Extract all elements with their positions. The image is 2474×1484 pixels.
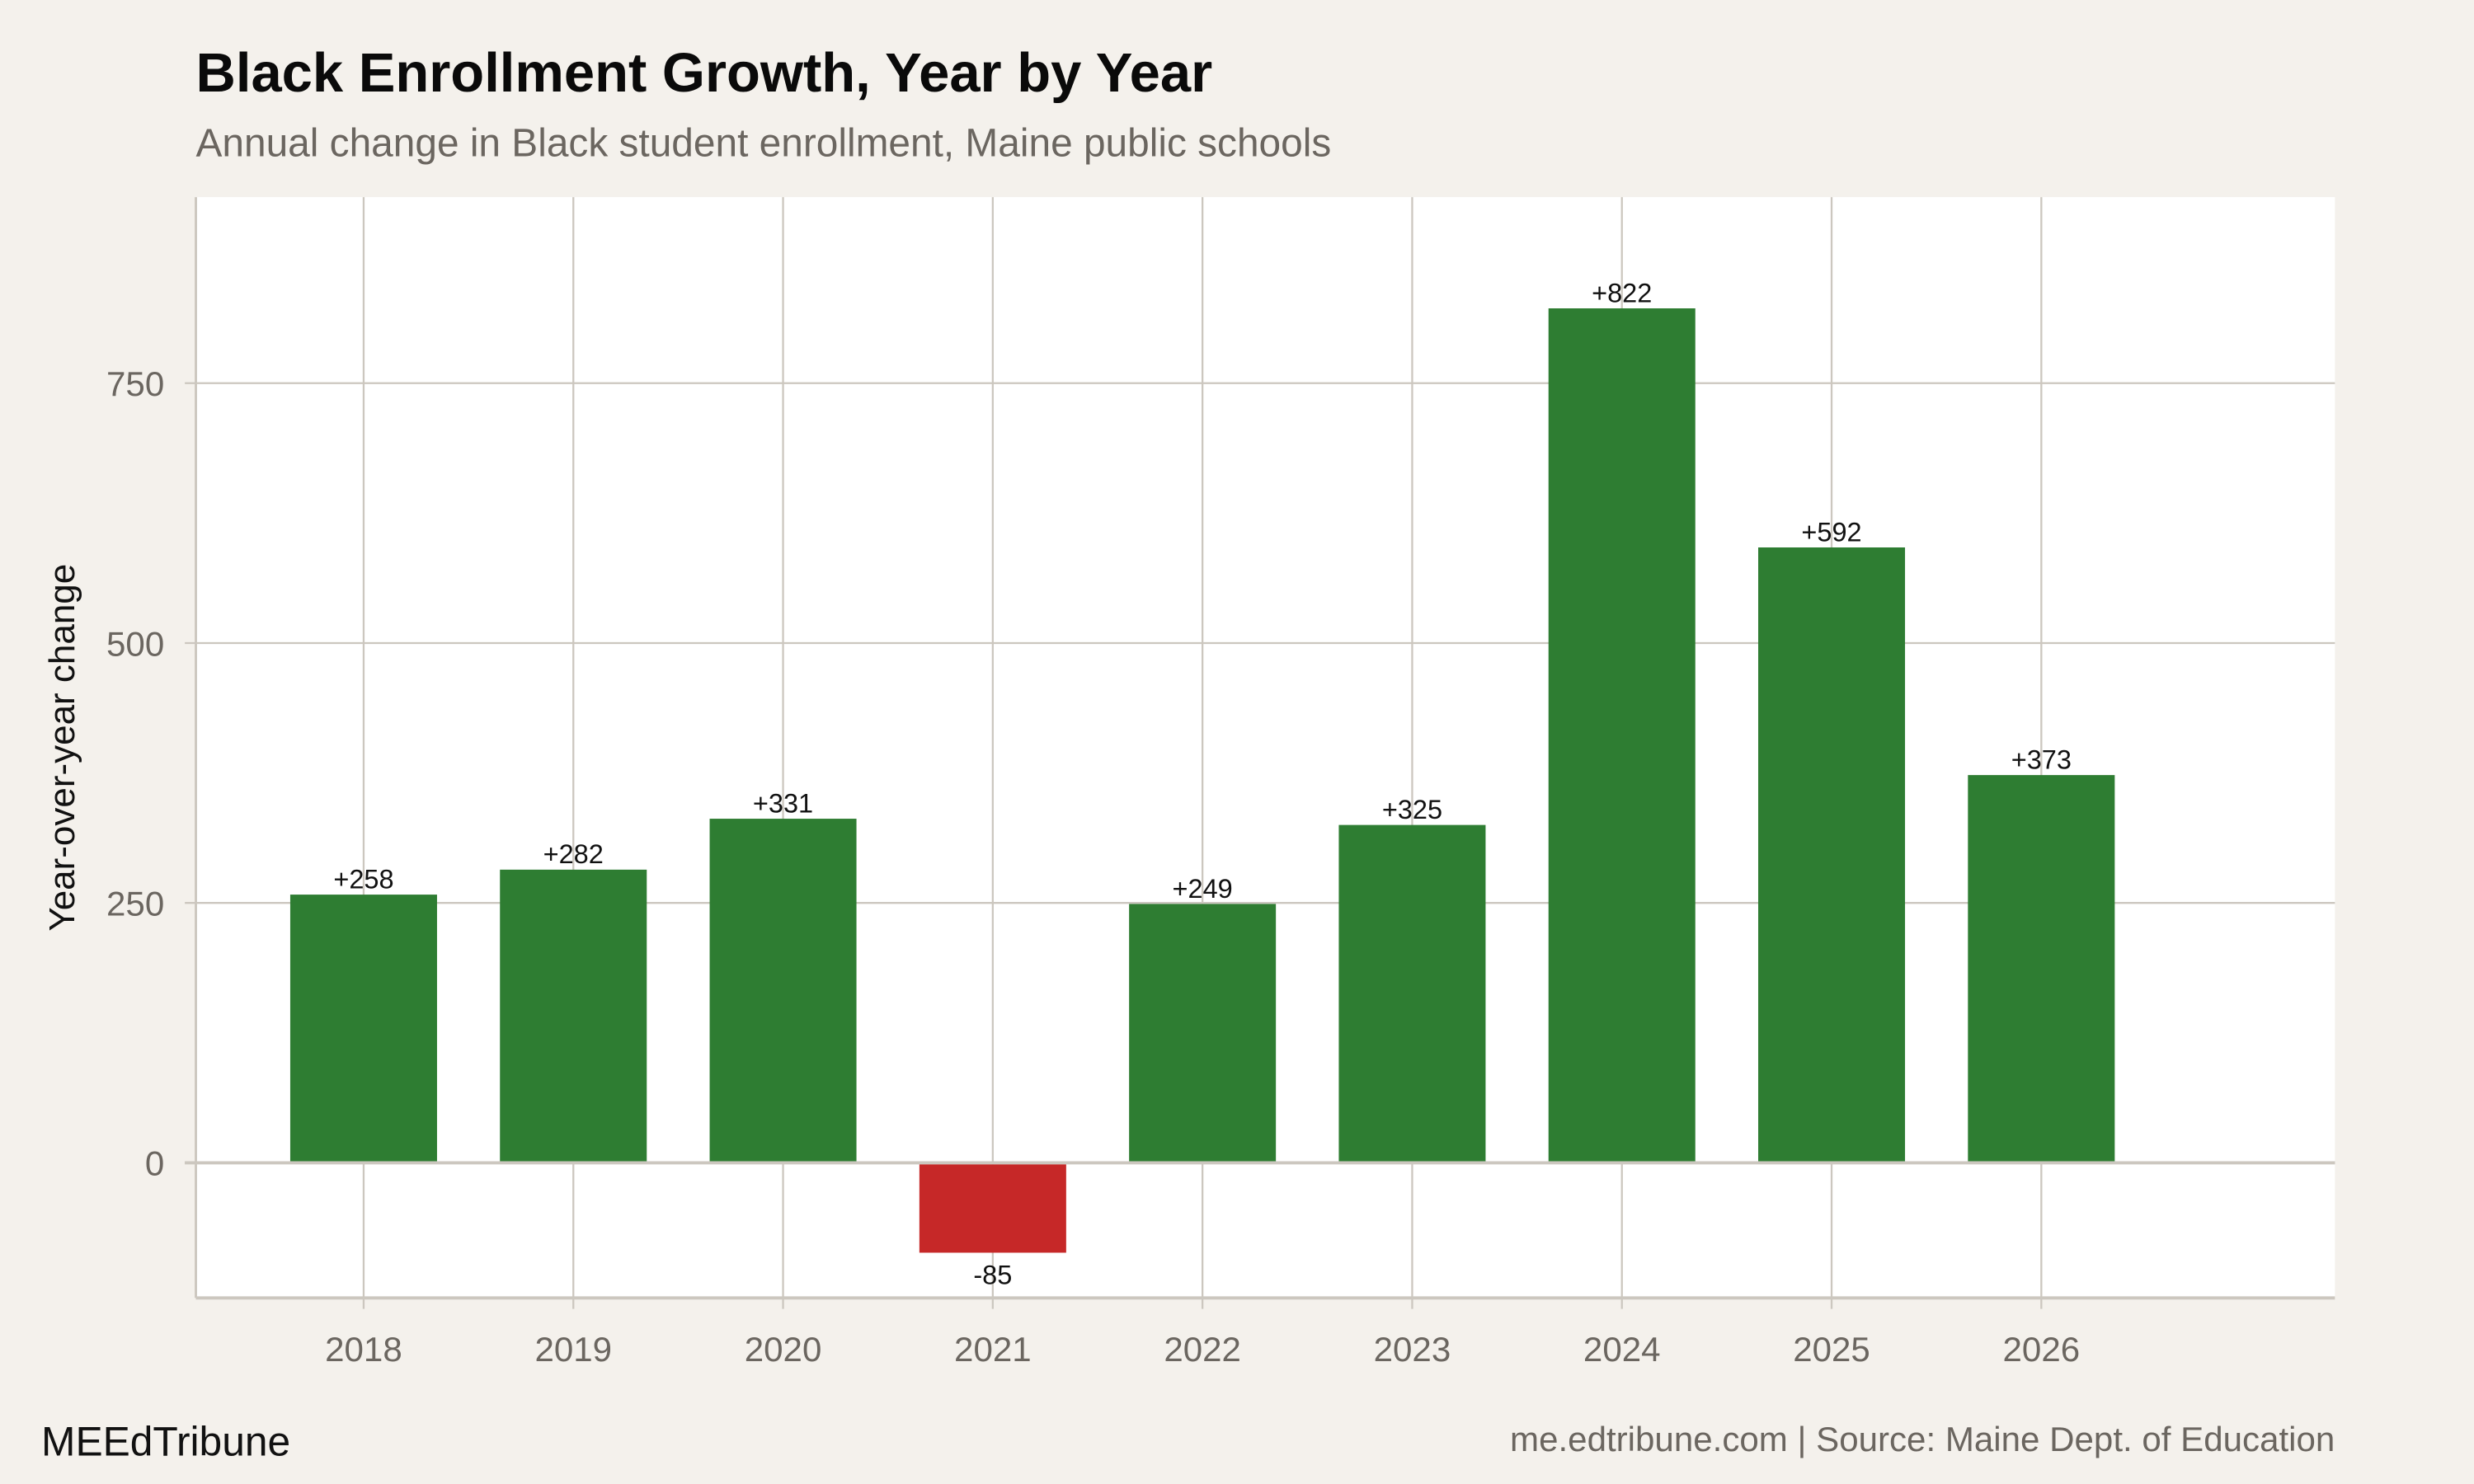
source-caption: me.edtribune.com | Source: Maine Dept. o… [1510, 1420, 2335, 1458]
brand-logo-text: MEEdTribune [41, 1419, 290, 1465]
y-tick-label: 750 [106, 364, 164, 403]
bars [289, 308, 2115, 1253]
data-label-2018: +258 [333, 864, 393, 894]
bar-2019 [500, 869, 647, 1163]
bar-2026 [1968, 775, 2115, 1163]
data-label-2026: +373 [2011, 744, 2072, 774]
x-tick-label: 2018 [325, 1330, 402, 1369]
data-label-2021: -85 [973, 1261, 1012, 1290]
chart-title: Black Enrollment Growth, Year by Year [196, 42, 1213, 104]
x-tick-label: 2022 [1164, 1330, 1241, 1369]
data-label-2019: +282 [543, 839, 604, 869]
bar-2022 [1129, 904, 1277, 1163]
bar-2020 [709, 819, 857, 1163]
x-tick-label: 2023 [1374, 1330, 1451, 1369]
y-tick-label: 0 [145, 1144, 164, 1183]
data-label-2022: +249 [1173, 874, 1233, 904]
y-tick-label: 500 [106, 624, 164, 663]
bar-2023 [1338, 824, 1486, 1163]
data-label-2025: +592 [1801, 517, 1861, 547]
x-tick-label: 2026 [2003, 1330, 2081, 1369]
x-tick-label: 2025 [1793, 1330, 1870, 1369]
bar-2024 [1548, 308, 1696, 1163]
data-label-2020: +331 [753, 788, 813, 818]
y-tick-label: 250 [106, 884, 164, 923]
y-axis-label: Year-over-year change [42, 564, 82, 932]
axes: 0 250 500 750 2018 2019 2020 2021 2022 2023 2024 20… [106, 197, 2335, 1369]
bar-2025 [1758, 547, 1906, 1163]
chart-subtitle: Annual change in Black student enrollmen… [196, 121, 1332, 165]
x-tick-label: 2021 [954, 1330, 1032, 1369]
data-label-2024: +822 [1592, 278, 1652, 308]
x-tick-label: 2019 [534, 1330, 612, 1369]
x-tick-label: 2024 [1583, 1330, 1661, 1369]
x-tick-label: 2020 [745, 1330, 822, 1369]
bar-2018 [289, 895, 437, 1163]
data-label-2023: +325 [1382, 795, 1442, 824]
bar-2021 [919, 1164, 1066, 1253]
data-labels: +258 +282 +331 -85 +249 +325 +822 +592 +373 [333, 278, 2072, 1289]
